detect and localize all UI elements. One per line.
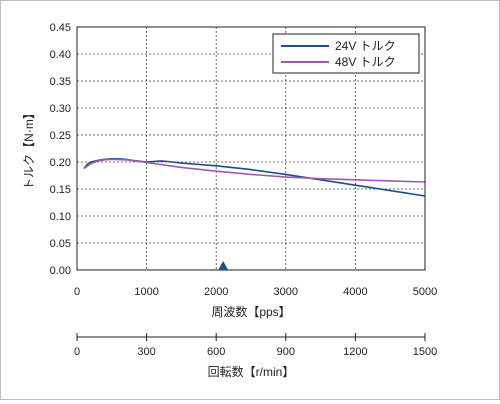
y-tick-label: 0.15 bbox=[50, 184, 71, 196]
series-layer bbox=[83, 158, 426, 197]
secondary-tick-label: 900 bbox=[277, 346, 295, 358]
y-tick-label: 0.35 bbox=[50, 76, 71, 88]
y-tick-label: 0.40 bbox=[50, 49, 71, 61]
y-tick-label: 0.10 bbox=[50, 211, 71, 223]
x-tick-label: 1000 bbox=[134, 286, 158, 298]
y-tick-label: 0.20 bbox=[50, 157, 71, 169]
series-line-0 bbox=[83, 158, 426, 197]
legend-label-48v: 48V トルク bbox=[335, 55, 396, 69]
series-line-1 bbox=[83, 158, 426, 183]
x-tick-label: 0 bbox=[74, 286, 80, 298]
y-tick-label: 0.05 bbox=[50, 238, 71, 250]
secondary-tick-label: 1200 bbox=[343, 346, 367, 358]
x-tick-label: 5000 bbox=[413, 286, 437, 298]
secondary-tick-label: 1500 bbox=[413, 346, 437, 358]
y-tick-label: 0.00 bbox=[50, 265, 71, 277]
x-axis-ticks: 0 1000 2000 3000 4000 5000 bbox=[74, 286, 437, 298]
y-tick-label: 0.30 bbox=[50, 103, 71, 115]
secondary-tick-label: 0 bbox=[74, 346, 80, 358]
secondary-axis-label: 回転数【r/min】 bbox=[208, 364, 295, 379]
y-tick-label: 0.45 bbox=[50, 22, 71, 34]
frequency-marker-triangle bbox=[218, 261, 229, 270]
legend-label-24v: 24V トルク bbox=[335, 39, 396, 53]
plot-border bbox=[76, 26, 426, 271]
x-tick-label: 4000 bbox=[343, 286, 367, 298]
x-tick-label: 3000 bbox=[274, 286, 298, 298]
x-axis-label: 周波数【pps】 bbox=[211, 304, 290, 319]
y-tick-label: 0.25 bbox=[50, 130, 71, 142]
secondary-tick-label: 300 bbox=[137, 346, 155, 358]
secondary-axis: 0 300 600 900 1200 1500 bbox=[74, 333, 437, 358]
legend: 24V トルク 48V トルク bbox=[272, 33, 420, 74]
secondary-tick-label: 600 bbox=[207, 346, 225, 358]
x-tick-label: 2000 bbox=[204, 286, 228, 298]
y-axis-ticks: 0.00 0.05 0.10 0.15 0.20 0.25 0.30 0.35 0.40 0.45 bbox=[50, 22, 71, 277]
y-axis-label: トルク【N·m】 bbox=[22, 107, 36, 190]
legend-box bbox=[272, 33, 420, 74]
